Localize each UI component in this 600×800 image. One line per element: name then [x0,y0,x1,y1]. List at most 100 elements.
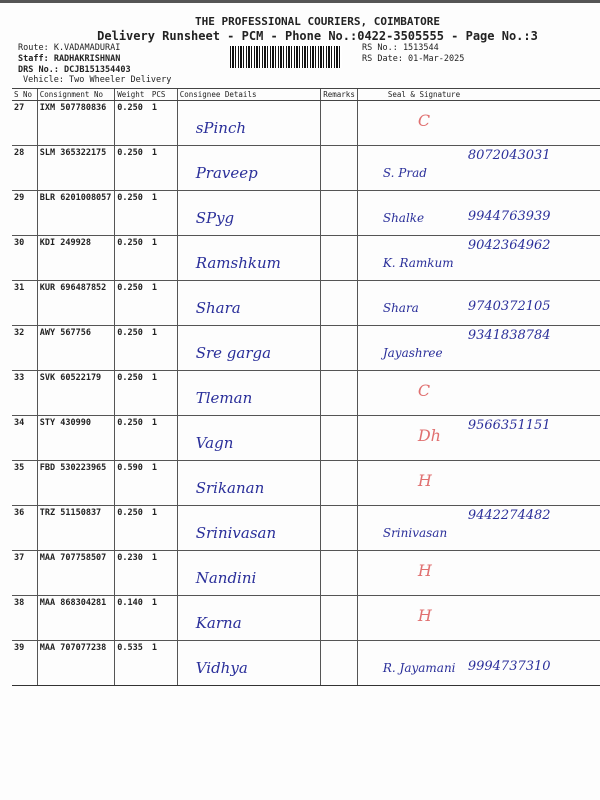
table-row: 37 MAA 707758507 0.230 1 Nandini H [12,550,600,596]
consignee-details: Vagn [176,415,321,461]
seal-signature: Shalke 9944763939 [356,190,600,236]
scan-edge [0,0,600,3]
pcs: 1 [149,505,178,551]
seal-signature: H [356,460,600,506]
pcs: 1 [149,415,178,461]
remarks [320,370,358,416]
consignee-handwritten: SPyg [195,209,235,227]
signature: C [417,111,431,130]
vehicle: Vehicle: Two Wheeler Delivery [23,75,172,85]
s-no: 36 [12,505,38,551]
consignee-handwritten: Karna [195,614,242,632]
signature: Shara [382,301,419,315]
consignee-details: Shara [176,280,321,326]
s-no: 38 [12,595,38,641]
remarks [320,100,358,146]
remarks [320,550,358,596]
consignment-no: MAA 868304281 [36,595,115,641]
consignment-no: MAA 707758507 [36,550,115,596]
seal-signature: C [356,100,600,146]
phone-handwritten: 9944763939 [467,209,551,224]
consignee-handwritten: Tleman [195,389,253,407]
staff: Staff: RADHAKRISHNAN [18,54,121,64]
consignment-no: TRZ 51150837 [36,505,115,551]
col-remarks: Remarks [320,88,358,101]
phone-handwritten: 9442274482 [467,508,551,523]
consignment-no: SVK 60522179 [36,370,115,416]
s-no: 39 [12,640,38,686]
consignment-no: FBD 530223965 [36,460,115,506]
consignment-no: BLR 6201008057 [36,190,115,236]
pcs: 1 [149,640,178,686]
remarks [320,235,358,281]
pcs: 1 [149,235,178,281]
col-consignment: Consignment No [36,88,115,101]
signature: Dh [417,426,441,445]
consignee-details: sPinch [176,100,321,146]
seal-signature: R. Jayamani 9994737310 [356,640,600,686]
consignment-no: SLM 365322175 [36,145,115,191]
seal-signature: Dh 9566351151 [356,415,600,461]
s-no: 30 [12,235,38,281]
seal-signature: Srinivasan 9442274482 [356,505,600,551]
s-no: 32 [12,325,38,371]
weight: 0.140 [114,595,150,641]
consignment-no: STY 430990 [36,415,115,461]
remarks [320,190,358,236]
consignee-handwritten: Srikanan [195,479,265,497]
consignee-details: Srikanan [176,460,321,506]
phone-handwritten: 9566351151 [467,418,551,433]
signature: Jayashree [382,346,443,360]
table-row: 34 STY 430990 0.250 1 Vagn Dh 9566351151 [12,415,600,461]
consignee-details: Karna [176,595,321,641]
pcs: 1 [149,595,178,641]
table-row: 29 BLR 6201008057 0.250 1 SPyg Shalke 99… [12,190,600,236]
phone-handwritten: 9042364962 [467,238,551,253]
consignee-handwritten: Vidhya [195,659,248,677]
pcs: 1 [149,145,178,191]
s-no: 34 [12,415,38,461]
pcs: 1 [149,460,178,506]
phone-handwritten: 9341838784 [467,328,551,343]
consignment-no: KDI 249928 [36,235,115,281]
weight: 0.250 [114,325,150,371]
consignee-details: Praveep [176,145,321,191]
seal-signature: H [356,550,600,596]
table-row: 38 MAA 868304281 0.140 1 Karna H [12,595,600,641]
remarks [320,640,358,686]
remarks [320,595,358,641]
remarks [320,415,358,461]
phone-handwritten: 8072043031 [467,148,551,163]
table-row: 36 TRZ 51150837 0.250 1 Srinivasan Srini… [12,505,600,551]
runsheet-subtitle: Delivery Runsheet - PCM - Phone No.:0422… [97,29,538,43]
signature: Shalke [382,211,425,225]
consignee-details: Sre garga [176,325,321,371]
s-no: 37 [12,550,38,596]
table-row: 27 IXM 507780836 0.250 1 sPinch C [12,100,600,146]
consignment-no: MAA 707077238 [36,640,115,686]
weight: 0.535 [114,640,150,686]
seal-signature: C [356,370,600,416]
table-row: 35 FBD 530223965 0.590 1 Srikanan H [12,460,600,506]
remarks [320,460,358,506]
seal-signature: H [356,595,600,641]
weight: 0.250 [114,235,150,281]
weight: 0.250 [114,280,150,326]
s-no: 27 [12,100,38,146]
weight: 0.230 [114,550,150,596]
consignee-details: Vidhya [176,640,321,686]
consignee-handwritten: Sre garga [195,344,272,362]
pcs: 1 [149,280,178,326]
consignee-handwritten: Nandini [195,569,257,587]
s-no: 35 [12,460,38,506]
seal-signature: K. Ramkum 9042364962 [356,235,600,281]
signature: R. Jayamani [382,661,456,675]
table-row: 31 KUR 696487852 0.250 1 Shara Shara 974… [12,280,600,326]
company-title: THE PROFESSIONAL COURIERS, COIMBATORE [194,15,441,28]
consignee-handwritten: Vagn [195,434,234,452]
phone-handwritten: 9740372105 [467,299,551,314]
col-pcs: PCS [149,88,178,101]
consignment-no: AWY 567756 [36,325,115,371]
consignee-details: Ramshkum [176,235,321,281]
col-weight: Weight [114,88,150,101]
